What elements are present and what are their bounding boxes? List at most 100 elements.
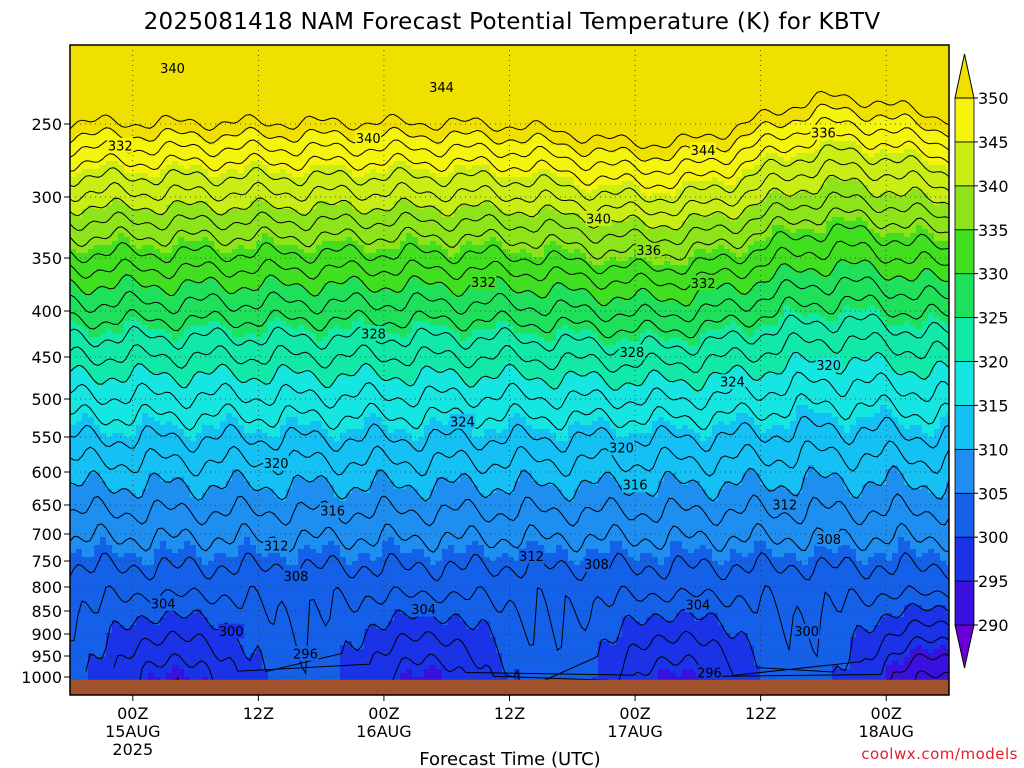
field-cell <box>718 105 725 110</box>
field-cell <box>268 69 275 74</box>
field-cell <box>526 173 533 178</box>
field-cell <box>904 153 911 158</box>
field-cell <box>652 173 659 178</box>
field-cell <box>394 77 401 82</box>
field-cell <box>382 97 389 102</box>
field-cell <box>184 165 191 170</box>
field-cell <box>874 97 881 102</box>
field-cell <box>532 81 539 86</box>
field-cell <box>154 109 161 114</box>
field-cell <box>460 113 467 118</box>
field-cell <box>76 65 83 70</box>
field-cell <box>550 161 557 166</box>
field-cell <box>352 77 359 82</box>
field-cell <box>778 145 785 150</box>
field-cell <box>256 161 263 166</box>
field-cell <box>448 57 455 62</box>
field-cell <box>190 121 197 126</box>
field-cell <box>358 169 365 174</box>
field-cell <box>358 65 365 70</box>
field-cell <box>664 169 671 174</box>
field-cell <box>592 157 599 162</box>
field-cell <box>154 153 161 158</box>
field-cell <box>262 169 269 174</box>
field-cell <box>400 93 407 98</box>
field-cell <box>424 97 431 102</box>
field-cell <box>880 149 887 154</box>
field-cell <box>718 89 725 94</box>
field-cell <box>802 177 809 182</box>
field-cell <box>604 157 611 162</box>
field-cell <box>70 173 77 178</box>
field-cell <box>310 105 317 110</box>
field-cell <box>496 149 503 154</box>
field-cell <box>154 161 161 166</box>
field-cell <box>70 57 77 62</box>
field-cell <box>610 65 617 70</box>
field-cell <box>544 177 551 182</box>
field-cell <box>448 65 455 70</box>
field-cell <box>892 149 899 154</box>
field-cell <box>184 129 191 134</box>
field-cell <box>604 105 611 110</box>
field-cell <box>820 57 827 62</box>
field-cell <box>670 137 677 142</box>
field-cell <box>496 45 503 50</box>
field-cell <box>148 153 155 158</box>
field-cell <box>244 133 251 138</box>
field-cell <box>868 121 875 126</box>
field-cell <box>916 53 923 58</box>
field-cell <box>616 177 623 182</box>
field-cell <box>220 49 227 54</box>
field-cell <box>850 117 857 122</box>
field-cell <box>334 61 341 66</box>
field-cell <box>352 125 359 130</box>
field-cell <box>730 53 737 58</box>
field-cell <box>412 129 419 134</box>
field-cell <box>640 93 647 98</box>
field-cell <box>664 49 671 54</box>
field-cell <box>376 173 383 178</box>
field-cell <box>424 145 431 150</box>
field-cell <box>238 141 245 146</box>
field-cell <box>928 57 935 62</box>
field-cell <box>346 149 353 154</box>
field-cell <box>316 121 323 126</box>
field-cell <box>328 101 335 106</box>
field-cell <box>736 133 743 138</box>
field-cell <box>154 125 161 130</box>
field-cell <box>394 157 401 162</box>
field-cell <box>88 149 95 154</box>
field-cell <box>214 57 221 62</box>
field-cell <box>376 101 383 106</box>
field-cell <box>106 73 113 78</box>
field-cell <box>382 173 389 178</box>
field-cell <box>742 77 749 82</box>
field-cell <box>364 97 371 102</box>
field-cell <box>382 141 389 146</box>
field-cell <box>844 61 851 66</box>
field-cell <box>214 49 221 54</box>
field-cell <box>676 161 683 166</box>
field-cell <box>370 165 377 170</box>
field-cell <box>838 49 845 54</box>
field-cell <box>100 129 107 134</box>
field-cell <box>358 77 365 82</box>
field-cell <box>136 145 143 150</box>
field-cell <box>616 69 623 74</box>
field-cell <box>748 125 755 130</box>
field-cell <box>916 93 923 98</box>
field-cell <box>112 101 119 106</box>
field-cell <box>838 69 845 74</box>
field-cell <box>532 89 539 94</box>
field-cell <box>292 137 299 142</box>
field-cell <box>844 101 851 106</box>
field-cell <box>874 165 881 170</box>
field-cell <box>682 93 689 98</box>
field-cell <box>586 145 593 150</box>
field-cell <box>934 129 941 134</box>
field-cell <box>304 65 311 70</box>
field-cell <box>466 101 473 106</box>
field-cell <box>160 173 167 178</box>
field-cell <box>538 81 545 86</box>
